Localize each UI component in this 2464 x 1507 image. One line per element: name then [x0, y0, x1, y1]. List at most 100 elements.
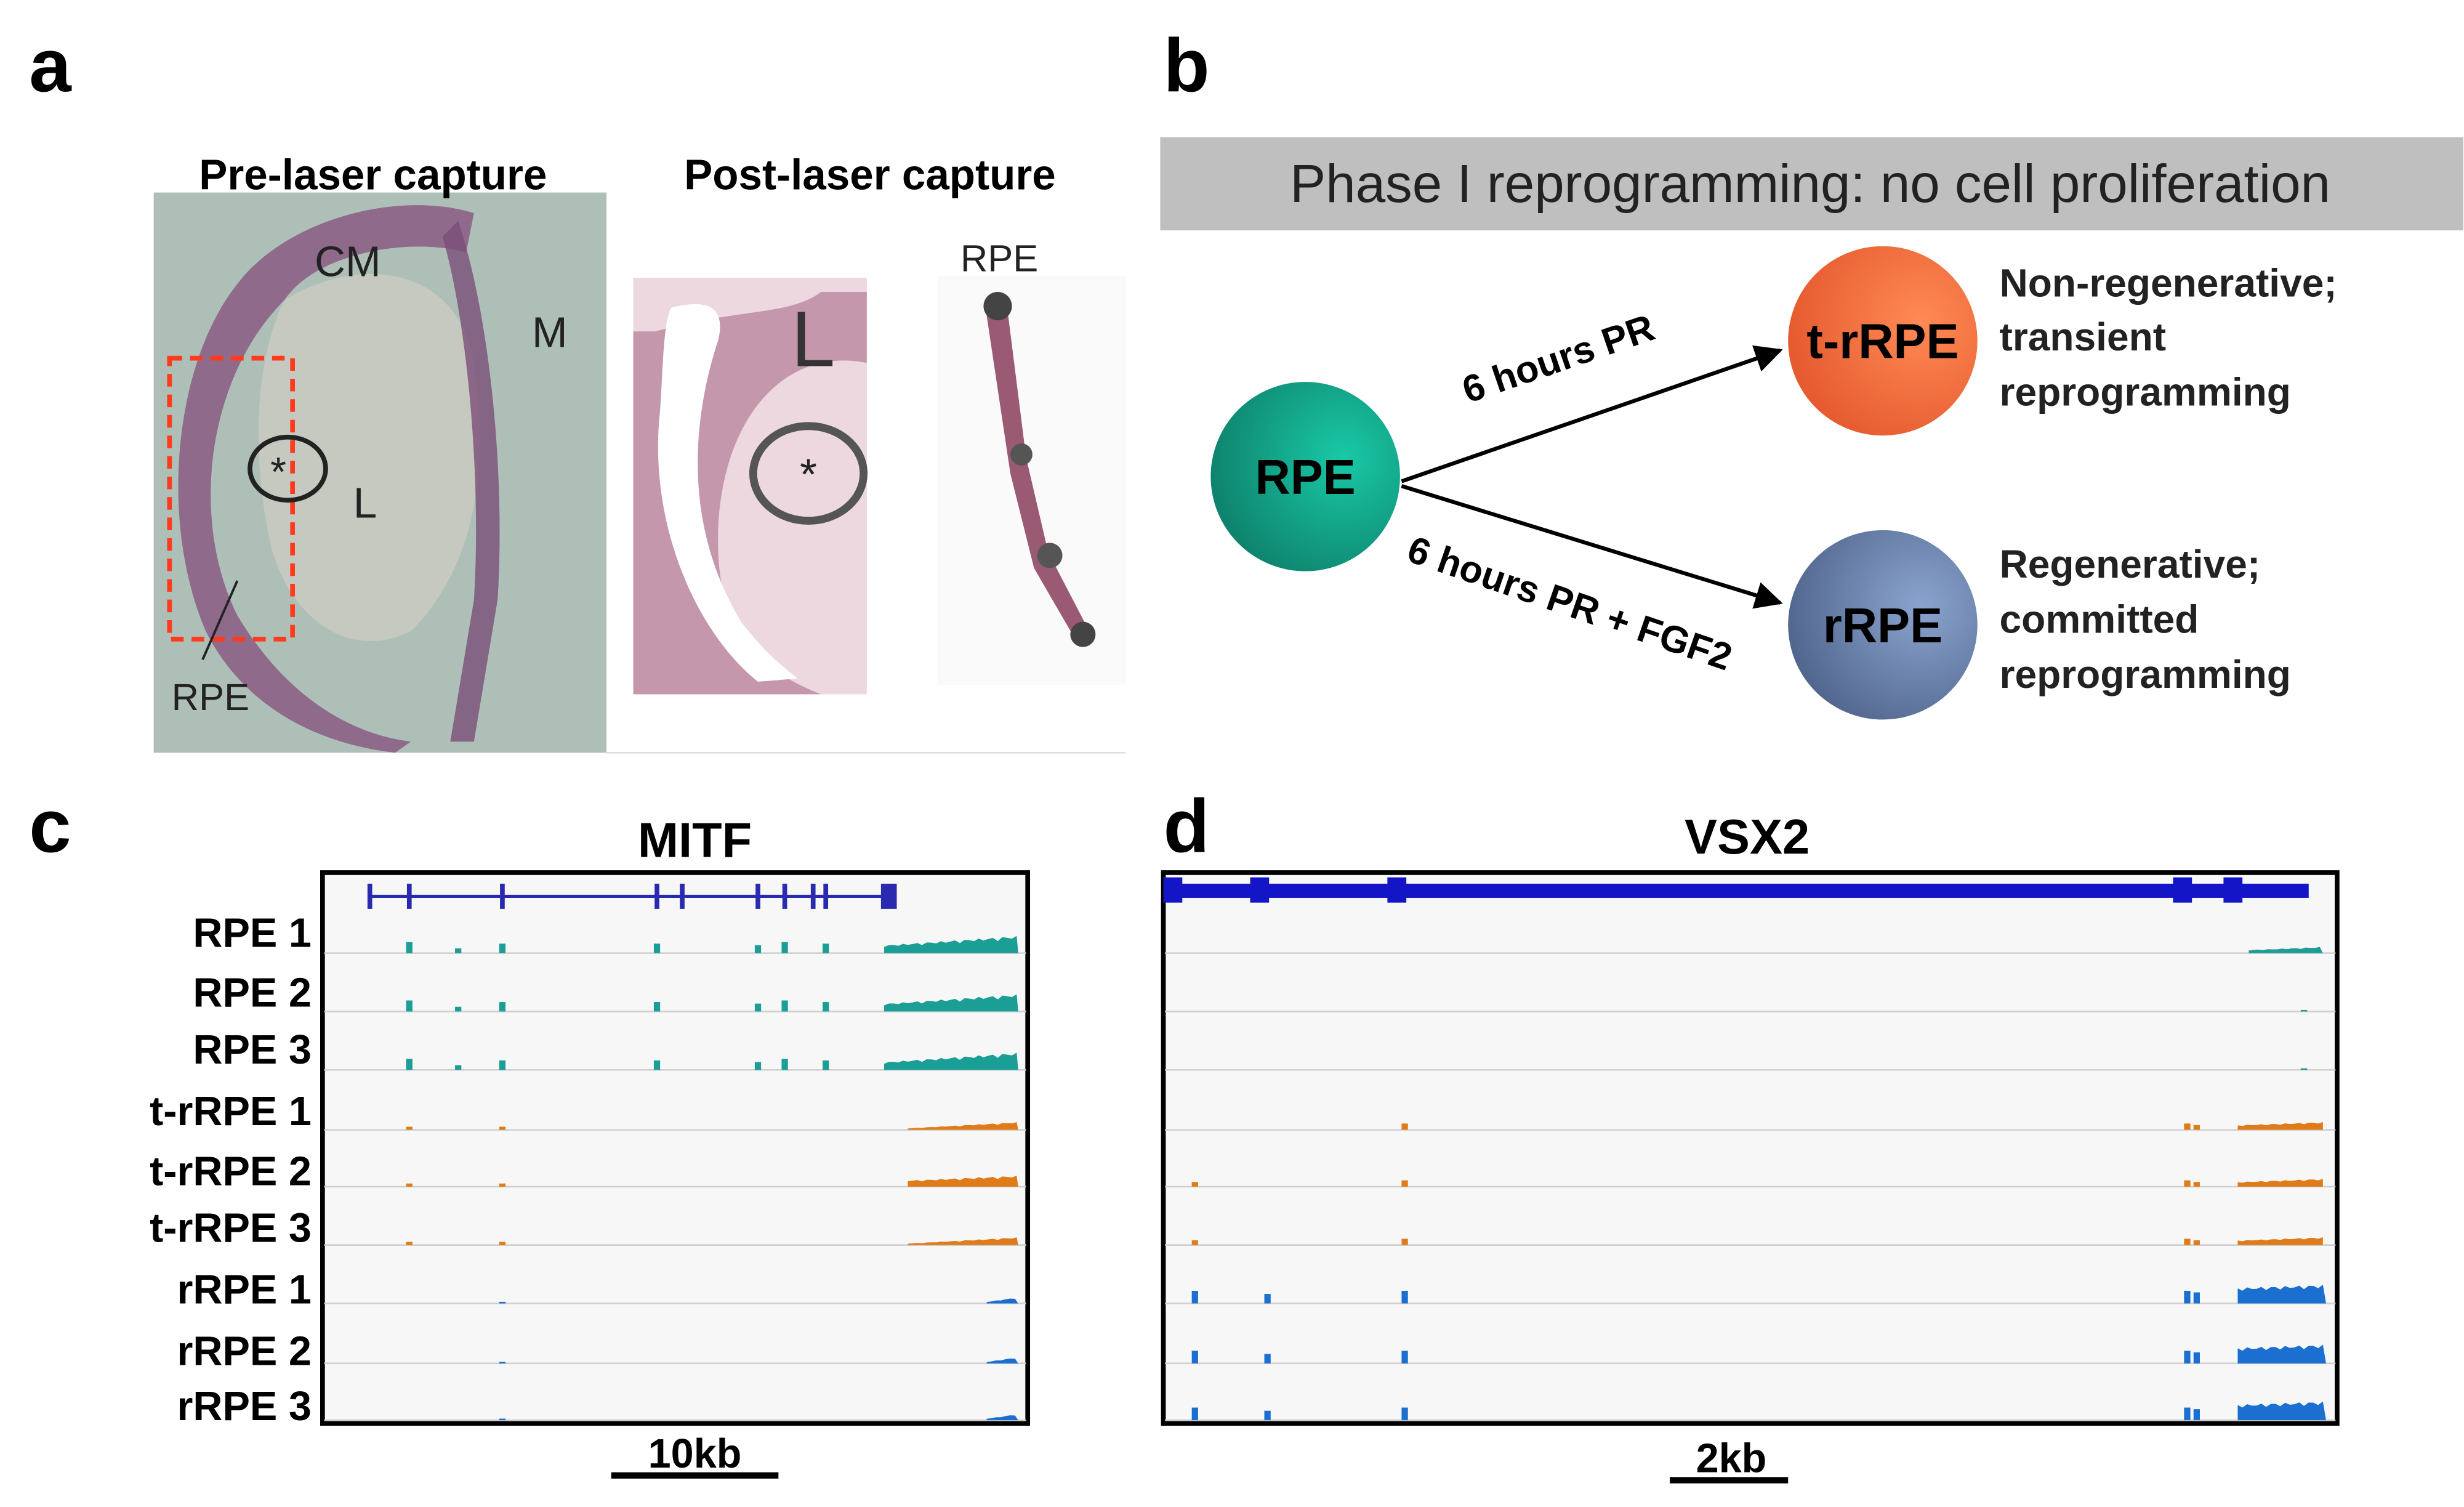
circle	[749, 422, 868, 525]
node-label: rRPE	[1823, 598, 1943, 653]
signal-peak	[499, 1242, 506, 1245]
signal-peak	[754, 945, 762, 953]
exon	[1387, 877, 1407, 903]
signal-peak	[406, 1000, 413, 1012]
signal-peak	[2193, 1125, 2200, 1130]
description: transient	[2000, 315, 2166, 359]
node	[1037, 543, 1063, 568]
signal-peak	[455, 948, 462, 953]
signal-peak	[2184, 1351, 2191, 1364]
exon	[755, 883, 760, 909]
gene-name: MITF	[638, 812, 752, 867]
exon	[654, 883, 659, 909]
signal-peak	[1191, 1407, 1198, 1421]
asterisk: *	[800, 450, 817, 499]
track-label: rRPE 1	[177, 1267, 311, 1312]
track-label: rRPE 2	[177, 1328, 311, 1374]
track-label: t-rRPE 2	[150, 1149, 312, 1194]
panel-letter: d	[1164, 785, 1210, 869]
signal-peak	[653, 1002, 661, 1012]
signal-peak	[823, 943, 829, 953]
signal-area	[2249, 947, 2323, 953]
signal-peak	[2184, 1123, 2191, 1130]
node	[983, 292, 1012, 321]
node	[1010, 443, 1033, 466]
gene-name: VSX2	[1685, 809, 1810, 864]
asterisk: *	[270, 450, 286, 495]
pointer	[201, 580, 239, 660]
edge-label: 6 hours PR + FGF2	[1403, 528, 1737, 679]
signal-peak	[2193, 1409, 2200, 1421]
track-label: t-rRPE 3	[150, 1206, 312, 1251]
label: RPE	[172, 676, 249, 719]
exon	[1163, 877, 1183, 903]
signal-area	[986, 1298, 1018, 1304]
signal-peak	[2193, 1240, 2200, 1245]
signal-peak	[406, 942, 413, 953]
exon	[810, 883, 816, 909]
signal-area	[884, 994, 1018, 1012]
signal-peak	[1401, 1123, 1408, 1130]
signal-peak	[1264, 1354, 1271, 1364]
signal-area	[2237, 1401, 2326, 1421]
description: reprogramming	[2000, 370, 2291, 414]
signal-area	[2237, 1237, 2323, 1245]
cut-area	[658, 304, 798, 682]
signal-peak	[1264, 1294, 1271, 1304]
signal-peak	[499, 1183, 506, 1187]
exon	[1250, 877, 1270, 903]
tissue	[258, 273, 480, 641]
node-label: RPE	[1255, 450, 1355, 504]
panel-title: Post-laser capture	[684, 150, 1056, 198]
banner	[1160, 137, 2463, 231]
signal-peak	[754, 1062, 762, 1070]
arrow	[1401, 345, 1783, 483]
description: Non-regenerative;	[2000, 261, 2337, 305]
track-label: RPE 2	[193, 971, 312, 1016]
signal-peak	[2300, 1009, 2308, 1012]
node-label: t-rRPE	[1806, 314, 1959, 369]
node	[1070, 621, 1096, 647]
track-label: RPE 1	[193, 910, 312, 956]
node	[1788, 246, 1978, 436]
signal-peak	[2193, 1352, 2200, 1364]
description: committed	[2000, 597, 2199, 641]
signal-peak	[2184, 1238, 2191, 1245]
signal-peak	[1191, 1182, 1198, 1187]
panel-letter: b	[1164, 24, 1210, 108]
node	[1210, 382, 1400, 572]
signal-peak	[781, 1000, 788, 1012]
label: RPE	[960, 238, 1038, 280]
banner-text: Phase I reprogramming: no cell prolifera…	[1290, 154, 2330, 214]
label: M	[532, 309, 568, 357]
signal-peak	[823, 1002, 829, 1012]
label: CM	[315, 237, 381, 285]
signal-peak	[2300, 1068, 2308, 1070]
circle	[248, 434, 328, 503]
signal-area	[986, 1415, 1018, 1421]
node	[1788, 530, 1978, 720]
scale-label: 10kb	[648, 1431, 742, 1477]
exon	[2173, 877, 2192, 903]
exon	[367, 883, 372, 909]
signal-peak	[823, 1060, 829, 1070]
signal-peak	[781, 1059, 788, 1070]
panel-letter: c	[29, 785, 71, 869]
exon	[680, 883, 685, 909]
signal-peak	[499, 943, 506, 953]
description: reprogramming	[2000, 652, 2291, 697]
exon	[500, 883, 505, 909]
track-label: rRPE 3	[177, 1384, 311, 1429]
micrographs	[153, 192, 1126, 754]
signal-peak	[653, 943, 661, 953]
signal-peak	[499, 1362, 506, 1364]
exon	[880, 883, 897, 909]
signal-peak	[406, 1126, 413, 1130]
signal-peak	[2193, 1292, 2200, 1304]
signal-peak	[781, 942, 788, 953]
signal-peak	[1401, 1290, 1408, 1304]
signal-area	[2237, 1121, 2323, 1130]
tracks: RPE 1 RPE 2 RPE 3 t-rRPE 1 t-rRPE 2 t-rRPE 3 r…	[150, 877, 2336, 1429]
exon	[782, 883, 787, 909]
